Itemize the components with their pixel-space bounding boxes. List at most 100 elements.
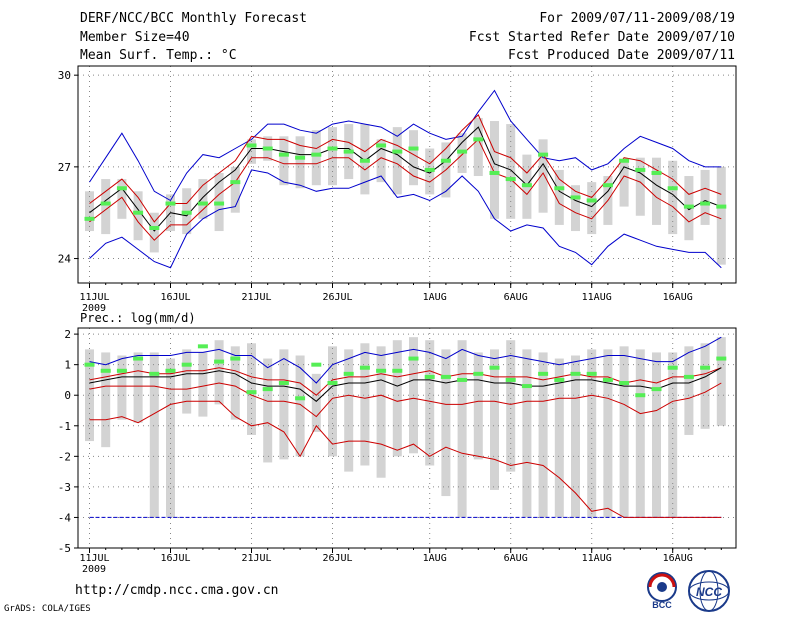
temp-min-line: [89, 169, 722, 269]
prec-y-tick-label: 2: [64, 328, 71, 341]
prec-y-tick-label: -2: [58, 450, 71, 463]
prec-ensemble-mark: [667, 365, 678, 370]
prec-ensemble-mark: [716, 356, 727, 361]
temp-ensemble-box: [295, 136, 305, 189]
temp-ensemble-box: [571, 185, 580, 232]
temp-ensemble-mark: [635, 167, 646, 172]
prec-ensemble-mark: [295, 396, 306, 401]
prec-ensemble-box: [360, 343, 370, 466]
prec-ensemble-mark: [489, 365, 500, 370]
prec-ensemble-mark: [440, 374, 451, 379]
prec-ensemble-mark: [343, 371, 354, 376]
prec-ensemble-box: [716, 337, 726, 426]
prec-y-tick-label: 1: [64, 359, 71, 372]
temp-ensemble-mark: [149, 225, 160, 230]
prec-ensemble-mark: [133, 356, 144, 361]
prec-ensemble-mark: [408, 356, 419, 361]
prec-ensemble-mark: [505, 377, 516, 382]
prec-x-tick-label: 6AUG: [504, 553, 528, 564]
temp-ensemble-box: [311, 130, 321, 186]
temp-ensemble-mark: [181, 210, 192, 215]
temp-ensemble-box: [473, 117, 483, 177]
prec-ensemble-mark: [538, 371, 549, 376]
temp-ensemble-mark: [262, 146, 273, 151]
prec-ensemble-box: [635, 349, 645, 518]
prec-ensemble-mark: [473, 371, 484, 376]
temp-ensemble-mark: [457, 149, 468, 154]
prec-x-tick-label: 16JUL: [160, 553, 190, 564]
prec-ensemble-box: [247, 343, 256, 435]
temp-ensemble-box: [376, 139, 386, 183]
temp-ensemble-box: [409, 130, 418, 186]
temp-ensemble-mark: [392, 149, 403, 154]
prec-mean-line: [89, 367, 722, 402]
prec-ensemble-box: [473, 352, 483, 460]
prec-ensemble-mark: [651, 387, 662, 392]
prec-ensemble-mark: [278, 381, 289, 385]
temp-ensemble-mark: [619, 158, 630, 163]
prec-ensemble-box: [214, 340, 224, 405]
temp-ensemble-mark: [424, 167, 435, 172]
prec-x-tick-label: 11AUG: [582, 553, 612, 564]
prec-min-line: [89, 400, 722, 518]
prec-ensemble-mark: [359, 365, 370, 370]
temp-ensemble-box: [149, 212, 159, 253]
temp-x-tick-label: 11JUL: [79, 292, 109, 303]
temp-ensemble-mark: [505, 177, 516, 182]
temp-ensemble-mark: [246, 143, 257, 148]
temp-ensemble-mark: [651, 170, 662, 175]
prec-panel: -5 -4 -3 -2 -1 0 1 2 11JUL 16JUL 21JUL 26JUL 1AUG 6AU…: [58, 311, 737, 575]
prec-ensemble-box: [101, 352, 111, 448]
temp-ensemble-mark: [311, 152, 322, 157]
temp-ensemble-mark: [521, 183, 532, 188]
prec-ensemble-box: [117, 355, 127, 420]
prec-ensemble-mark: [586, 371, 597, 376]
prec-ensemble-mark: [262, 387, 273, 392]
temp-ensemble-box: [279, 136, 289, 186]
temp-x-tick-label: 21JUL: [241, 292, 271, 303]
prec-upper-line: [89, 367, 722, 396]
prec-ensemble-mark: [700, 365, 711, 370]
temp-ensemble-mark: [343, 149, 354, 154]
prec-ensemble-mark: [392, 368, 403, 373]
prec-ensemble-box: [263, 358, 273, 463]
temp-x-tick-label: 16AUG: [663, 292, 693, 303]
prec-ensemble-mark: [619, 381, 630, 385]
temp-y-tick-label: 24: [58, 253, 72, 266]
prec-y-tick-label: -3: [58, 481, 71, 494]
prec-year-label: 2009: [82, 564, 106, 575]
forecast-started-label: Fcst Started Refer Date 2009/07/10: [468, 30, 735, 45]
prec-title: Prec.: log(mm/d): [80, 311, 196, 325]
prec-ensemble-box: [571, 355, 580, 518]
temp-ensemble-mark: [230, 180, 241, 185]
temp-max-line: [89, 89, 722, 202]
prec-ensemble-box: [538, 352, 548, 518]
temp-ensemble-box: [133, 191, 143, 241]
bcc-logo-icon: BCC: [647, 572, 677, 610]
temp-ensemble-mark: [278, 152, 289, 157]
temp-ensemble-mark: [538, 152, 549, 157]
temp-x-tick-label: 11AUG: [582, 292, 612, 303]
temp-ensemble-mark: [554, 186, 565, 191]
prec-x-tick-label: 11JUL: [79, 553, 109, 564]
prec-max-line: [89, 336, 722, 384]
prec-y-tick-label: -5: [58, 542, 71, 555]
temp-y-tick-label: 27: [58, 161, 71, 174]
forecast-period-label: For 2009/07/11-2009/08/19: [539, 11, 735, 26]
forecast-produced-label: Fcst Produced Date 2009/07/11: [508, 48, 735, 63]
prec-ensemble-box: [311, 373, 321, 432]
prec-ensemble-mark: [100, 368, 111, 373]
prec-ensemble-mark: [457, 377, 468, 382]
temp-ensemble-mark: [295, 155, 306, 160]
prec-ensemble-mark: [554, 377, 565, 382]
bcc-logo-text: BCC: [652, 600, 672, 610]
temp-ensemble-mark: [700, 201, 711, 206]
temp-ensemble-mark: [214, 201, 225, 206]
prec-ensemble-mark: [84, 362, 95, 367]
source-url[interactable]: http://cmdp.ncc.cma.gov.cn: [75, 583, 279, 598]
prec-ensemble-mark: [149, 371, 160, 376]
prec-x-tick-label: 26JUL: [322, 553, 352, 564]
prec-ensemble-box: [554, 358, 564, 518]
prec-ensemble-mark: [311, 362, 322, 367]
prec-ensemble-mark: [246, 390, 257, 395]
